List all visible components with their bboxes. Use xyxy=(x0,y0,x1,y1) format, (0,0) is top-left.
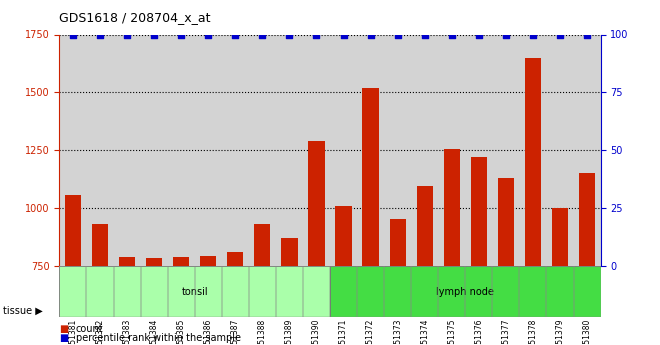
Point xyxy=(392,32,403,37)
Bar xyxy=(119,257,135,266)
Point xyxy=(447,32,457,37)
Bar xyxy=(444,149,460,266)
Point xyxy=(121,32,132,37)
Bar xyxy=(362,88,379,266)
Bar xyxy=(227,252,244,266)
Point xyxy=(149,32,160,37)
Text: lymph node: lymph node xyxy=(436,287,494,297)
Text: count: count xyxy=(76,325,104,334)
Bar xyxy=(308,141,325,266)
Point xyxy=(203,32,214,37)
Text: ■: ■ xyxy=(59,333,69,343)
FancyBboxPatch shape xyxy=(59,266,330,317)
Bar xyxy=(552,208,568,266)
Point xyxy=(312,32,322,37)
Bar xyxy=(389,218,406,266)
Point xyxy=(501,32,512,37)
Bar xyxy=(498,178,514,266)
Bar xyxy=(525,58,541,266)
Bar xyxy=(416,186,433,266)
FancyBboxPatch shape xyxy=(330,266,601,317)
Point xyxy=(474,32,484,37)
Point xyxy=(95,32,106,37)
Text: GDS1618 / 208704_x_at: GDS1618 / 208704_x_at xyxy=(59,11,211,24)
Bar xyxy=(335,206,352,266)
Point xyxy=(554,32,565,37)
Point xyxy=(176,32,187,37)
Bar xyxy=(65,195,81,266)
Bar xyxy=(146,258,162,266)
Point xyxy=(284,32,295,37)
Bar xyxy=(173,257,189,266)
Bar xyxy=(92,224,108,266)
Text: percentile rank within the sample: percentile rank within the sample xyxy=(76,333,241,343)
Point xyxy=(230,32,241,37)
Point xyxy=(420,32,430,37)
Text: tissue ▶: tissue ▶ xyxy=(3,306,43,315)
Text: tonsil: tonsil xyxy=(182,287,208,297)
Bar xyxy=(281,238,298,266)
Bar xyxy=(254,224,271,266)
Bar xyxy=(579,174,595,266)
Point xyxy=(582,32,593,37)
Point xyxy=(528,32,539,37)
Bar xyxy=(200,256,216,266)
Bar xyxy=(471,157,487,266)
Text: ■: ■ xyxy=(59,325,69,334)
Point xyxy=(366,32,376,37)
Point xyxy=(257,32,268,37)
Point xyxy=(339,32,349,37)
Point xyxy=(68,32,79,37)
